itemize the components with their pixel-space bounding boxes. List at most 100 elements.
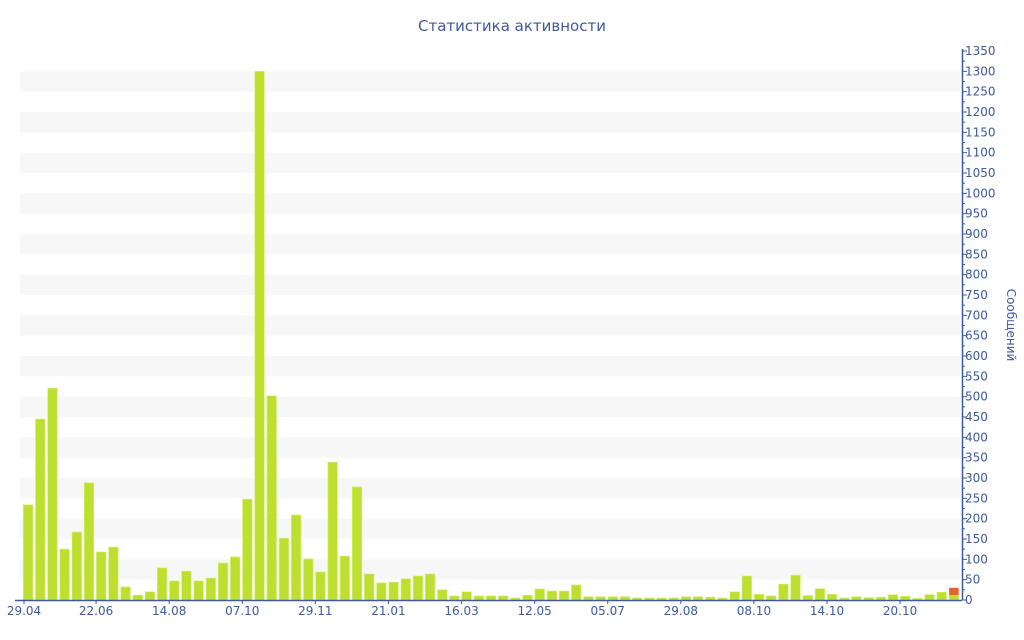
x-tick-label: 21.01	[371, 604, 405, 618]
bar	[839, 597, 850, 601]
bar	[461, 591, 472, 601]
bar	[96, 551, 107, 601]
y-axis: 0 50 100 150 200 250 300 350 400 450 500 550 600 650 7…	[961, 44, 996, 607]
bar	[132, 594, 143, 601]
bar	[425, 573, 436, 601]
bar	[157, 567, 168, 601]
y-tick-label: 750	[965, 288, 988, 302]
y-tick-label: 1300	[965, 64, 996, 78]
grid-band	[20, 437, 960, 458]
bar	[717, 597, 728, 601]
bar	[242, 498, 253, 601]
bar	[254, 71, 265, 601]
bar	[510, 597, 521, 601]
bar	[449, 595, 460, 601]
bar	[35, 418, 46, 601]
bar	[546, 590, 557, 601]
bar	[802, 595, 813, 601]
bars	[23, 71, 959, 601]
x-tick-label: 29.08	[664, 604, 698, 618]
bar	[120, 586, 131, 601]
x-tick-label: 16.03	[444, 604, 478, 618]
bar	[753, 594, 765, 601]
y-tick-label: 1200	[965, 105, 996, 119]
x-tick-label: 14.08	[152, 604, 186, 618]
grid-band	[20, 234, 960, 255]
x-tick-label: 08.10	[737, 604, 771, 618]
bar	[485, 595, 497, 601]
bar	[144, 591, 155, 601]
bar-highlight	[949, 587, 959, 596]
y-tick-label: 700	[965, 308, 988, 322]
bar	[522, 594, 533, 601]
bar	[778, 583, 789, 601]
bar	[705, 596, 716, 601]
bar	[656, 597, 667, 601]
y-tick-label: 500	[965, 390, 988, 404]
grid-band	[20, 193, 960, 214]
y-tick-label: 350	[965, 451, 988, 465]
y-tick-label: 600	[965, 349, 988, 363]
y-tick-label: 1150	[965, 125, 996, 139]
x-tick-label: 12.05	[517, 604, 551, 618]
y-tick-label: 0	[965, 593, 973, 607]
bar	[437, 589, 448, 601]
grid-band	[20, 112, 960, 133]
bar	[900, 596, 911, 601]
y-tick-label: 850	[965, 247, 988, 261]
y-tick-label: 900	[965, 227, 988, 241]
y-tick-label: 50	[965, 573, 980, 587]
y-tick-label: 650	[965, 329, 988, 343]
bar	[376, 582, 387, 601]
grid-band	[20, 396, 960, 417]
x-tick-label: 22.06	[79, 604, 113, 618]
grid-band	[20, 152, 960, 173]
y-tick-label: 200	[965, 512, 988, 526]
bar	[23, 504, 34, 601]
bar	[473, 595, 484, 601]
bar	[607, 596, 618, 601]
bar	[668, 597, 679, 601]
bar	[559, 590, 570, 601]
bar	[327, 461, 338, 601]
bar	[498, 595, 509, 601]
y-tick-label: 800	[965, 268, 988, 282]
bar	[388, 581, 399, 601]
bar	[108, 546, 119, 601]
bar	[936, 591, 947, 601]
bar	[814, 588, 825, 601]
bar	[790, 574, 801, 601]
bar	[278, 537, 289, 601]
bar	[291, 514, 302, 601]
x-tick-label: 20.10	[883, 604, 917, 618]
x-axis: 29.04 22.06 14.08 07.10 29.11 21.01 16.03 12.05…	[7, 599, 962, 618]
bar	[534, 588, 545, 601]
x-tick-label: 29.11	[298, 604, 332, 618]
y-tick-label: 400	[965, 430, 988, 444]
y-tick-label: 1050	[965, 166, 996, 180]
bar	[83, 482, 95, 601]
bar	[364, 573, 375, 601]
y-axis-title: Сообщений	[1004, 289, 1018, 362]
bar	[729, 591, 740, 601]
bar	[680, 596, 691, 601]
y-tick-label: 300	[965, 471, 988, 485]
y-tick-label: 1000	[965, 186, 996, 200]
y-tick-label: 1100	[965, 146, 996, 160]
bar	[632, 597, 643, 601]
bar	[71, 531, 82, 601]
y-tick-label: 550	[965, 369, 988, 383]
bar	[863, 597, 874, 601]
bar	[741, 575, 752, 601]
bar	[217, 562, 229, 601]
bar	[875, 596, 886, 601]
y-tick-label: 250	[965, 491, 988, 505]
grid-band	[20, 478, 960, 499]
x-tick-label: 14.10	[810, 604, 844, 618]
bar	[948, 594, 959, 601]
bar	[619, 596, 631, 601]
grid-band	[20, 71, 960, 92]
x-tick-label: 07.10	[225, 604, 259, 618]
bar	[887, 594, 899, 601]
